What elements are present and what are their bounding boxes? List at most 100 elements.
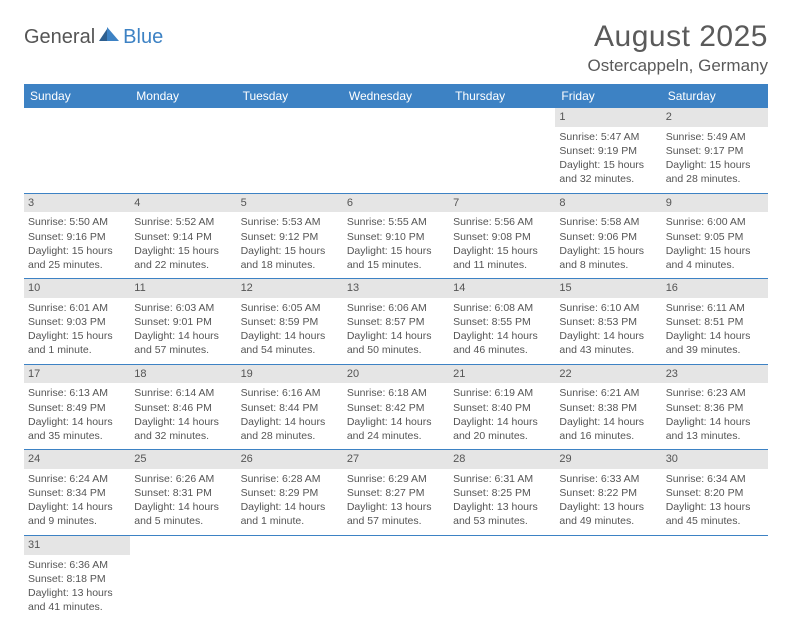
logo-text-blue: Blue [123,26,163,49]
sunset-text: Sunset: 8:20 PM [666,486,764,500]
day-number: 23 [662,365,768,384]
sunrise-text: Sunrise: 6:34 AM [666,472,764,486]
sunrise-text: Sunrise: 6:00 AM [666,215,764,229]
sunset-text: Sunset: 8:42 PM [347,401,445,415]
d1-text: Daylight: 14 hours [347,329,445,343]
col-friday: Friday [555,84,661,108]
sunrise-text: Sunrise: 6:18 AM [347,386,445,400]
sunset-text: Sunset: 8:22 PM [559,486,657,500]
sunrise-text: Sunrise: 5:50 AM [28,215,126,229]
day-number: 20 [343,365,449,384]
d1-text: Daylight: 15 hours [347,244,445,258]
sunset-text: Sunset: 8:40 PM [453,401,551,415]
day-number: 2 [662,108,768,127]
d2-text: and 53 minutes. [453,514,551,528]
day-number: 5 [237,194,343,213]
day-number: 15 [555,279,661,298]
d1-text: Daylight: 15 hours [666,244,764,258]
day-cell [555,535,661,620]
d1-text: Daylight: 15 hours [28,244,126,258]
day-number: 27 [343,450,449,469]
d2-text: and 20 minutes. [453,429,551,443]
day-number: 18 [130,365,236,384]
sunset-text: Sunset: 9:05 PM [666,230,764,244]
d1-text: Daylight: 15 hours [241,244,339,258]
day-cell [237,108,343,193]
day-number: 24 [24,450,130,469]
day-cell: 12Sunrise: 6:05 AMSunset: 8:59 PMDayligh… [237,279,343,365]
d1-text: Daylight: 14 hours [347,415,445,429]
day-cell: 25Sunrise: 6:26 AMSunset: 8:31 PMDayligh… [130,450,236,536]
day-number: 3 [24,194,130,213]
d2-text: and 8 minutes. [559,258,657,272]
sunset-text: Sunset: 9:16 PM [28,230,126,244]
day-cell: 21Sunrise: 6:19 AMSunset: 8:40 PMDayligh… [449,364,555,450]
sunrise-text: Sunrise: 6:23 AM [666,386,764,400]
sunrise-text: Sunrise: 6:10 AM [559,301,657,315]
flag-icon [99,27,121,48]
logo-text-general: General [24,26,95,49]
sunrise-text: Sunrise: 5:53 AM [241,215,339,229]
d2-text: and 5 minutes. [134,514,232,528]
day-cell: 29Sunrise: 6:33 AMSunset: 8:22 PMDayligh… [555,450,661,536]
day-number: 8 [555,194,661,213]
d2-text: and 32 minutes. [559,172,657,186]
day-cell: 9Sunrise: 6:00 AMSunset: 9:05 PMDaylight… [662,193,768,279]
col-tuesday: Tuesday [237,84,343,108]
day-cell: 24Sunrise: 6:24 AMSunset: 8:34 PMDayligh… [24,450,130,536]
sunset-text: Sunset: 8:29 PM [241,486,339,500]
day-number: 1 [555,108,661,127]
calendar-page: General Blue August 2025 Ostercappeln, G… [0,0,792,640]
day-cell: 19Sunrise: 6:16 AMSunset: 8:44 PMDayligh… [237,364,343,450]
sunset-text: Sunset: 8:46 PM [134,401,232,415]
d2-text: and 41 minutes. [28,600,126,614]
week-row: 1Sunrise: 5:47 AMSunset: 9:19 PMDaylight… [24,108,768,193]
sunrise-text: Sunrise: 6:28 AM [241,472,339,486]
week-row: 31Sunrise: 6:36 AMSunset: 8:18 PMDayligh… [24,535,768,620]
day-cell [343,535,449,620]
sunrise-text: Sunrise: 6:16 AM [241,386,339,400]
sunset-text: Sunset: 9:03 PM [28,315,126,329]
d1-text: Daylight: 13 hours [559,500,657,514]
sunset-text: Sunset: 8:55 PM [453,315,551,329]
day-cell [449,535,555,620]
day-cell: 6Sunrise: 5:55 AMSunset: 9:10 PMDaylight… [343,193,449,279]
sunrise-text: Sunrise: 5:49 AM [666,130,764,144]
sunset-text: Sunset: 8:31 PM [134,486,232,500]
d2-text: and 32 minutes. [134,429,232,443]
col-thursday: Thursday [449,84,555,108]
d2-text: and 28 minutes. [666,172,764,186]
d2-text: and 1 minute. [241,514,339,528]
d2-text: and 18 minutes. [241,258,339,272]
logo: General Blue [24,26,163,49]
d2-text: and 15 minutes. [347,258,445,272]
day-cell: 13Sunrise: 6:06 AMSunset: 8:57 PMDayligh… [343,279,449,365]
day-cell: 20 Sunrise: 6:18 AMSunset: 8:42 PMDayligh… [343,364,449,450]
day-number: 26 [237,450,343,469]
sunrise-text: Sunrise: 6:36 AM [28,558,126,572]
d1-text: Daylight: 15 hours [134,244,232,258]
day-number: 31 [24,536,130,555]
d1-text: Daylight: 15 hours [28,329,126,343]
sunrise-text: Sunrise: 6:26 AM [134,472,232,486]
day-cell: 17Sunrise: 6:13 AMSunset: 8:49 PMDayligh… [24,364,130,450]
sunset-text: Sunset: 9:06 PM [559,230,657,244]
sunrise-text: Sunrise: 6:31 AM [453,472,551,486]
d1-text: Daylight: 14 hours [134,329,232,343]
day-cell: 5Sunrise: 5:53 AMSunset: 9:12 PMDaylight… [237,193,343,279]
d2-text: and 50 minutes. [347,343,445,357]
week-row: 3Sunrise: 5:50 AMSunset: 9:16 PMDaylight… [24,193,768,279]
sunrise-text: Sunrise: 5:58 AM [559,215,657,229]
day-cell: 11Sunrise: 6:03 AMSunset: 9:01 PMDayligh… [130,279,236,365]
sunset-text: Sunset: 9:17 PM [666,144,764,158]
day-number: 25 [130,450,236,469]
calendar-body: 1Sunrise: 5:47 AMSunset: 9:19 PMDaylight… [24,108,768,620]
day-cell [130,535,236,620]
day-cell [343,108,449,193]
day-number: 17 [24,365,130,384]
d2-text: and 57 minutes. [134,343,232,357]
d1-text: Daylight: 13 hours [28,586,126,600]
d2-text: and 24 minutes. [347,429,445,443]
sunrise-text: Sunrise: 6:33 AM [559,472,657,486]
col-saturday: Saturday [662,84,768,108]
